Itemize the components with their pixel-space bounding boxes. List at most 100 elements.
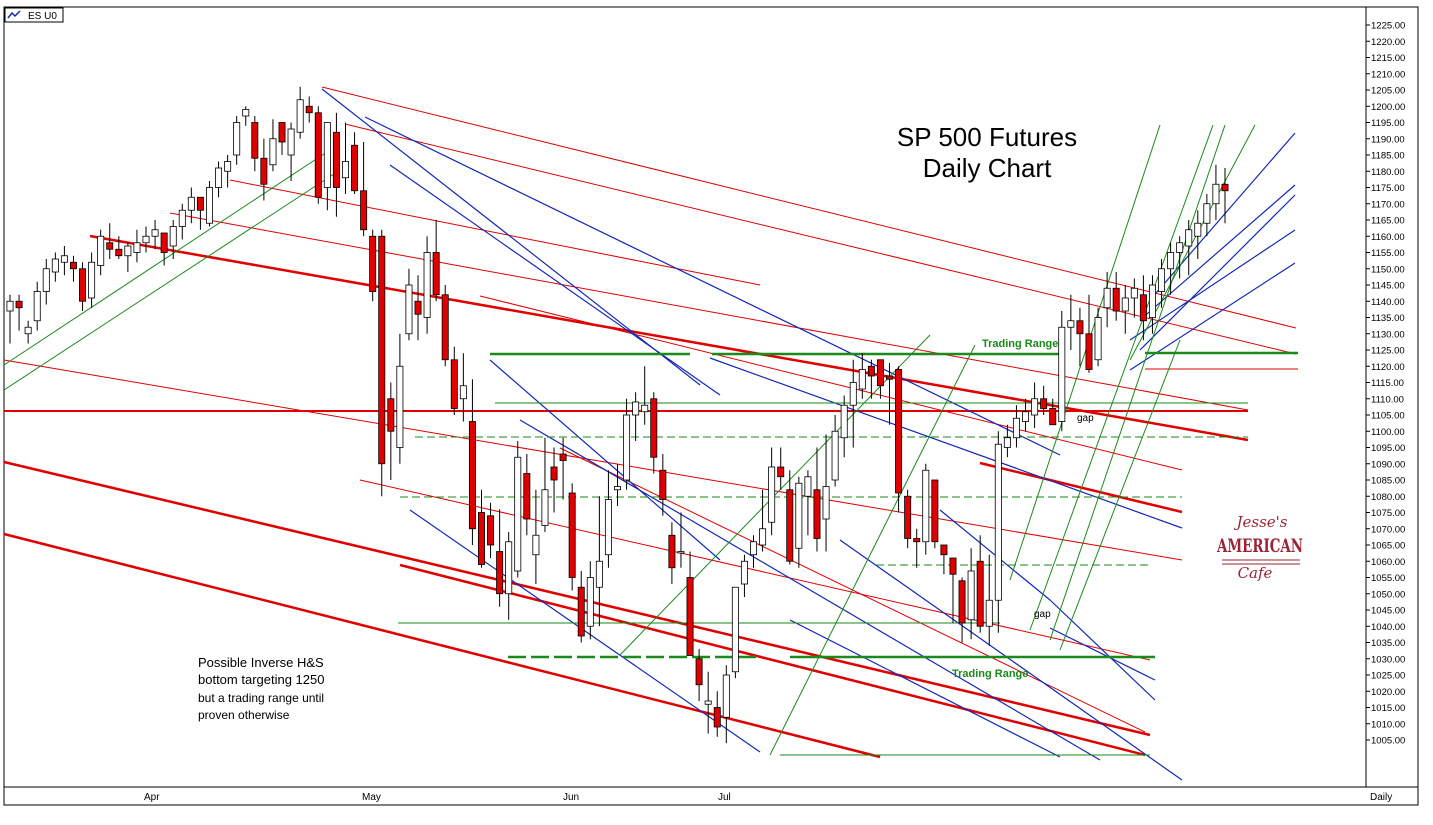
symbol-box[interactable]: ES U0 [4,7,64,23]
chart-type-icon [7,10,21,19]
candle-down [886,375,893,380]
candle-up [722,674,730,718]
x-month-label: Jul [718,792,731,803]
candle-down [568,492,576,578]
candle-down [478,512,485,565]
candle-down [1085,333,1093,370]
candle-down [777,466,785,478]
gap-label: gap [1077,413,1094,424]
candle-up [396,365,404,448]
y-tick-label: 1135.00 [1371,313,1405,324]
candle-up [151,229,159,237]
candle-up [922,469,930,543]
candle-down [1040,398,1048,409]
y-tick-label: 1200.00 [1371,102,1405,113]
y-tick-label: 1030.00 [1371,654,1405,665]
chart-title-line-1: SP 500 Futures [897,122,1077,152]
y-tick-label: 1045.00 [1371,606,1405,617]
candle-up [595,560,603,588]
candle-down [360,190,368,231]
y-tick-label: 1040.00 [1371,622,1405,633]
candle-up [1176,242,1184,253]
time-axis [3,786,1419,806]
candle-up [768,466,776,523]
candle-down [487,515,495,546]
hs-note-line: proven otherwise [198,708,290,722]
candle-up [88,261,96,299]
y-tick-label: 1095.00 [1371,443,1405,454]
y-tick-label: 1005.00 [1371,736,1405,747]
candle-up [1167,252,1175,270]
plot-area [3,6,1367,788]
candle-up [60,255,68,263]
logo-line-1: Jesse's [1234,513,1288,531]
period-label: Daily [1370,792,1392,803]
candle-down [278,122,286,143]
hs-note-line: Possible Inverse H&S [198,655,324,670]
y-tick-label: 1140.00 [1371,297,1405,308]
price-axis [1365,6,1419,788]
symbol-label: ES U0 [28,11,57,22]
candle-up [205,187,213,224]
y-tick-label: 1160.00 [1371,232,1405,243]
candle-down [79,268,87,302]
candle-down [876,359,884,387]
candle-down [1049,408,1057,426]
candle-up [187,196,195,211]
candle-up [632,401,640,416]
y-tick-label: 1190.00 [1371,134,1405,145]
candle-down [332,131,340,188]
candle-up [1212,183,1220,205]
y-tick-label: 1195.00 [1371,118,1405,129]
candle-up [840,404,848,439]
candle-up [1148,284,1156,318]
candle-down [432,252,440,296]
candle-up [1103,287,1111,309]
candle-up [1022,411,1030,422]
y-tick-label: 1080.00 [1371,492,1405,503]
y-tick-label: 1010.00 [1371,719,1405,730]
y-tick-label: 1155.00 [1371,248,1405,259]
candle-up [1067,320,1075,328]
x-month-label: Apr [144,792,160,803]
candle-up [677,551,685,554]
candle-down [106,242,114,250]
y-tick-label: 1035.00 [1371,638,1405,649]
candle-down [414,300,422,315]
y-tick-label: 1115.00 [1371,378,1404,389]
y-tick-label: 1215.00 [1371,53,1405,64]
logo-line-3: Cafe [1238,564,1273,582]
candle-down [949,557,957,575]
y-tick-label: 1060.00 [1371,557,1405,568]
candle-up [1003,437,1011,448]
candle-down [369,235,377,292]
candle-down [387,398,395,432]
candle-down [958,580,966,624]
candle-down [196,196,204,211]
y-tick-label: 1110.00 [1371,394,1404,405]
candle-up [623,414,631,481]
candle-down [650,398,658,458]
candle-up [323,122,331,188]
x-month-label: Jun [563,792,579,803]
candle-down [577,586,585,637]
candle-up [1121,297,1129,312]
candle-up [1031,398,1039,416]
chart-title-line-2: Daily Chart [923,153,1052,183]
candle-up [1158,268,1166,292]
y-tick-label: 1100.00 [1371,427,1405,438]
candle-down [351,144,359,192]
candle-down [913,538,921,543]
candle-down [468,421,476,530]
candle-up [586,577,594,627]
candle-up [994,443,1002,601]
candle-up [641,404,649,413]
candle-up [178,209,186,227]
candle-up [6,300,14,312]
candle-up [124,245,132,257]
y-tick-label: 1165.00 [1371,216,1405,227]
candle-down [115,248,123,257]
candle-up [459,385,467,400]
candle-up [1058,326,1066,422]
y-tick-label: 1125.00 [1371,346,1405,357]
